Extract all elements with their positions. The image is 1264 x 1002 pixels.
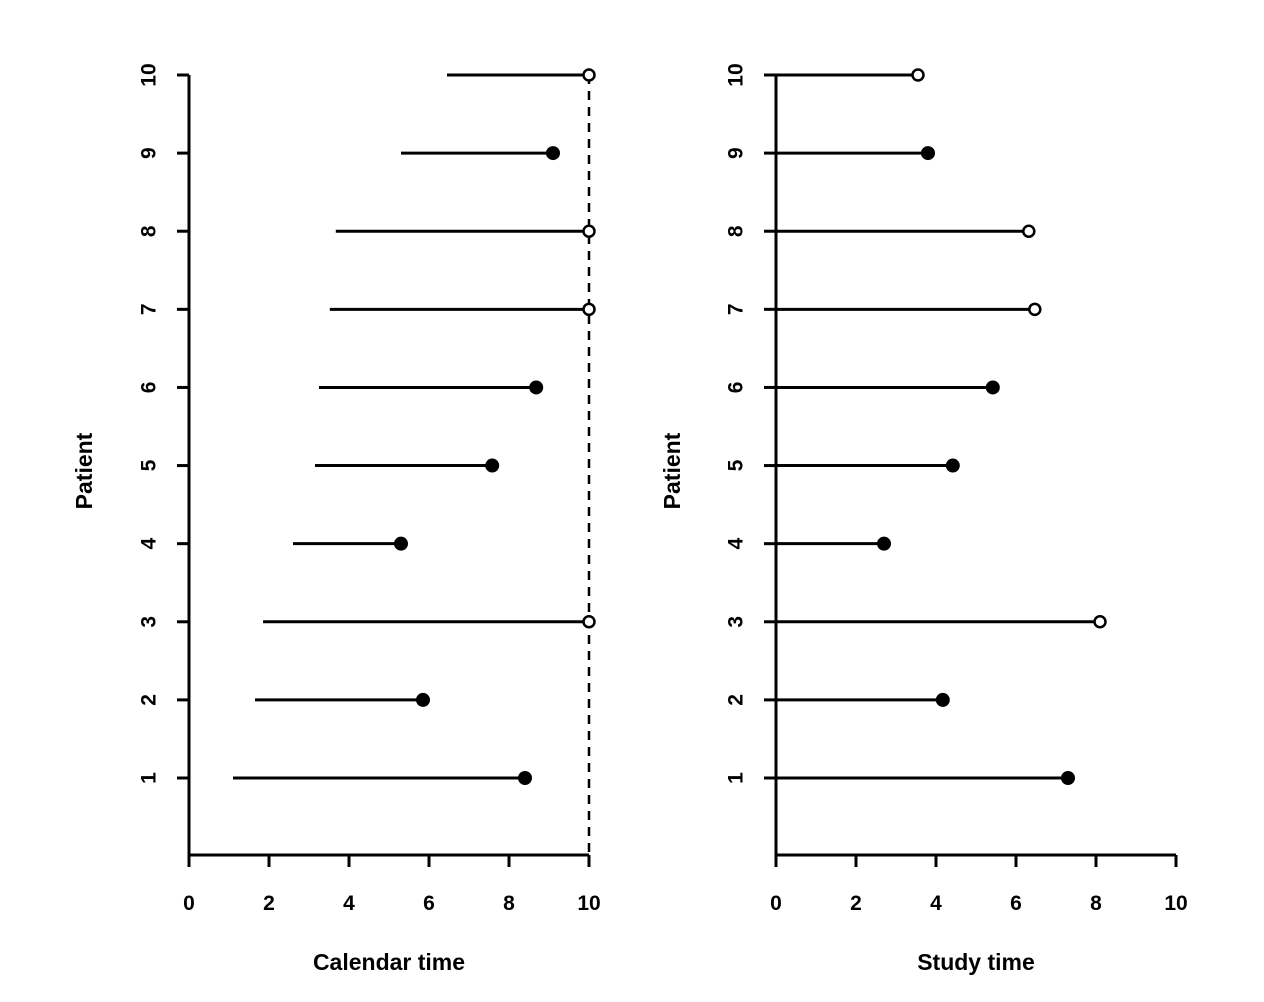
event-marker-patient-5 bbox=[485, 458, 500, 473]
y-tick-label: 3 bbox=[725, 616, 748, 628]
y-axis-title: Patient bbox=[71, 432, 97, 509]
event-marker-patient-2 bbox=[416, 692, 430, 707]
y-tick-label: 3 bbox=[138, 616, 161, 628]
x-tick-label: 2 bbox=[850, 892, 862, 915]
x-tick-label: 6 bbox=[1010, 892, 1022, 915]
censored-marker-patient-3 bbox=[582, 615, 596, 629]
x-tick-label: 4 bbox=[930, 892, 942, 915]
event-marker-patient-5 bbox=[945, 458, 960, 473]
x-axis-title: Calendar time bbox=[313, 949, 465, 975]
event-marker-patient-1 bbox=[518, 771, 532, 785]
censored-marker-patient-8 bbox=[1022, 224, 1036, 238]
y-tick-label: 4 bbox=[725, 538, 748, 550]
x-tick-label: 10 bbox=[577, 892, 600, 915]
y-tick-label: 6 bbox=[725, 382, 748, 394]
event-marker-patient-1 bbox=[1061, 771, 1075, 785]
event-marker-patient-6 bbox=[985, 380, 1000, 395]
y-tick-label: 2 bbox=[725, 694, 748, 706]
event-marker-patient-9 bbox=[921, 146, 935, 161]
censored-marker-patient-7 bbox=[1028, 302, 1042, 317]
event-marker-patient-6 bbox=[529, 380, 544, 395]
censored-marker-patient-7 bbox=[582, 302, 596, 317]
y-tick-label: 2 bbox=[138, 694, 161, 706]
x-axis-title: Study time bbox=[917, 949, 1035, 975]
x-tick-label: 10 bbox=[1164, 892, 1187, 915]
event-marker-patient-9 bbox=[546, 146, 560, 161]
x-tick-label: 4 bbox=[343, 892, 355, 915]
x-tick-label: 0 bbox=[770, 892, 782, 915]
y-tick-label: 4 bbox=[138, 538, 161, 550]
y-tick-label: 5 bbox=[725, 459, 748, 471]
y-axis-title: Patient bbox=[659, 432, 685, 509]
event-marker-patient-4 bbox=[877, 536, 891, 551]
event-marker-patient-4 bbox=[394, 536, 408, 551]
y-tick-label: 9 bbox=[138, 147, 161, 159]
x-tick-label: 8 bbox=[1090, 892, 1102, 915]
y-tick-label: 8 bbox=[725, 225, 748, 237]
x-tick-label: 2 bbox=[263, 892, 275, 915]
y-tick-label: 10 bbox=[725, 63, 748, 86]
censored-marker-patient-10 bbox=[911, 68, 925, 82]
x-tick-label: 6 bbox=[423, 892, 435, 915]
event-marker-patient-2 bbox=[935, 692, 950, 707]
y-tick-label: 1 bbox=[138, 772, 161, 784]
y-tick-label: 10 bbox=[138, 63, 161, 86]
y-tick-label: 7 bbox=[138, 303, 161, 315]
censored-marker-patient-3 bbox=[1093, 615, 1107, 629]
y-tick-label: 6 bbox=[138, 382, 161, 394]
censored-marker-patient-10 bbox=[582, 68, 596, 82]
x-tick-label: 8 bbox=[503, 892, 515, 915]
y-tick-label: 8 bbox=[138, 225, 161, 237]
y-tick-label: 5 bbox=[138, 459, 161, 471]
y-tick-label: 1 bbox=[725, 772, 748, 784]
censored-marker-patient-8 bbox=[582, 224, 596, 238]
y-tick-label: 9 bbox=[725, 147, 748, 159]
x-tick-label: 0 bbox=[183, 892, 195, 915]
y-tick-label: 7 bbox=[725, 303, 748, 315]
